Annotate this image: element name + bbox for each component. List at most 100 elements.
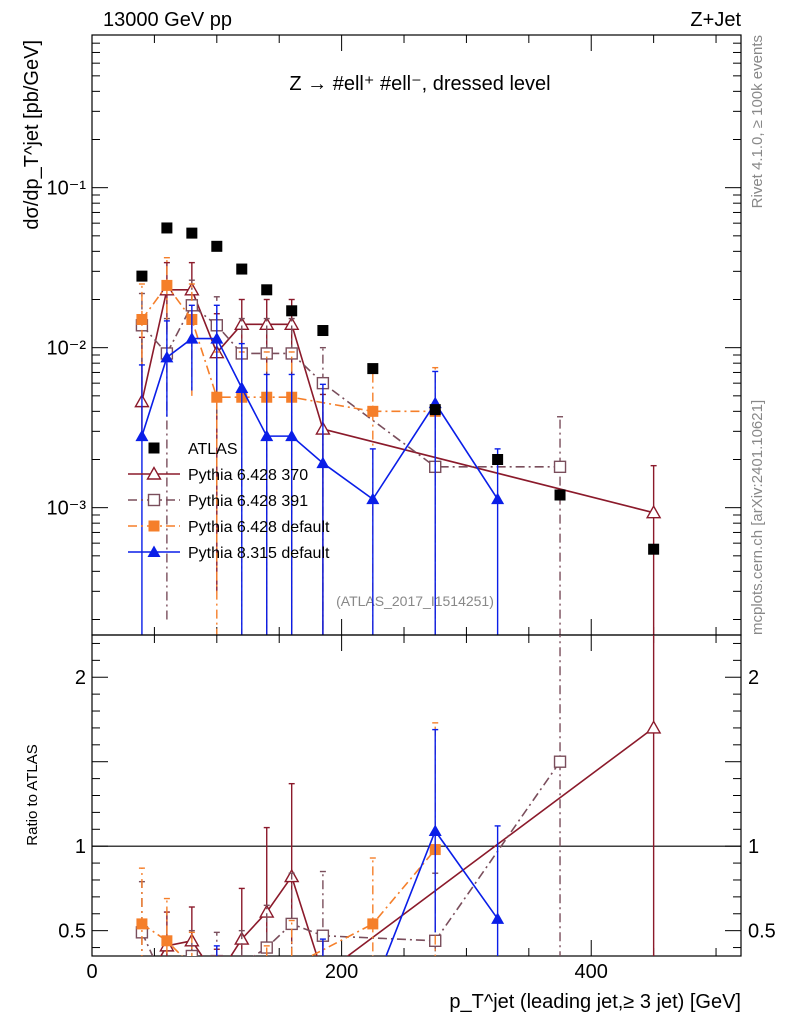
main-series [134, 222, 662, 635]
ratio-point [236, 983, 247, 994]
main-point [554, 489, 566, 501]
main-line [141, 304, 561, 468]
main-point [553, 460, 567, 474]
main-pythia-6-428-default [136, 257, 441, 635]
ratio-pythia-6-428-default [136, 722, 441, 1002]
ratio-point [186, 961, 197, 972]
ratio-y-tick-label-right: 1 [748, 836, 759, 858]
main-point [136, 313, 148, 325]
ratio-point [286, 961, 297, 972]
main-point [286, 305, 298, 317]
legend-item-pythia-6-428-391: Pythia 6.428 391 [128, 493, 308, 510]
main-point [235, 381, 249, 393]
ratio-point [316, 983, 329, 995]
ratio-frame [91, 634, 742, 957]
main-atlas [136, 222, 660, 555]
main-point [367, 363, 379, 375]
main-point [285, 347, 298, 360]
ratio-panel: 0.5 0.5 1 1 2 2 0 200 400 Ratio to ATLAS p_T^je… [24, 634, 776, 1013]
ratio-point [491, 912, 505, 924]
main-y-tick-label: 10⁻³ [47, 498, 87, 520]
x-tick-label: 0 [86, 961, 97, 983]
legend-item-pythia-6-428-370: Pythia 6.428 370 [128, 466, 308, 484]
x-axis-label: p_T^jet (leading jet,≥ 3 jet) [GeV] [449, 991, 741, 1013]
main-point [429, 404, 441, 416]
main-point [366, 492, 380, 505]
ratio-point [135, 992, 148, 1004]
ratio-point [366, 983, 379, 995]
main-point [645, 504, 662, 519]
ratio-y-tick-label: 0.5 [58, 921, 86, 943]
x-tick-label: 400 [575, 961, 608, 983]
ratio-point [211, 991, 222, 1002]
main-point [236, 263, 248, 275]
main-point [211, 391, 223, 403]
ratio-point [135, 982, 148, 994]
ratio-point [210, 965, 223, 977]
ratio-y-label: Ratio to ATLAS [24, 744, 41, 845]
legend-label: Pythia 8.315 default [188, 545, 330, 562]
legend-marker [147, 493, 161, 507]
ratio-y-tick-label: 2 [75, 667, 86, 689]
main-point [648, 543, 660, 555]
ratio-pythia-6-428-391 [135, 635, 567, 993]
ratio-y-tick-label-right: 2 [748, 667, 759, 689]
legend-item-pythia-8-315-default: Pythia 8.315 default [128, 545, 330, 562]
legend-item-pythia-6-428-default: Pythia 6.428 default [128, 519, 330, 536]
x-tick-label: 200 [325, 961, 358, 983]
ratio-x-axis: 0 200 400 [86, 635, 717, 983]
main-point [317, 325, 329, 337]
main-point [135, 429, 149, 442]
rivet-label: Rivet 4.1.0, ≥ 100k events [749, 35, 766, 208]
legend-item-atlas: ATLAS [148, 441, 238, 458]
analysis-label: (ATLAS_2017_I1514251) [336, 593, 494, 609]
legend-label: ATLAS [188, 441, 238, 458]
ratio-point [160, 982, 173, 994]
ratio-pythia-8-315-default [135, 728, 505, 1004]
legend-label: Pythia 6.428 391 [188, 493, 308, 510]
ratio-point [367, 918, 379, 930]
ratio-point [210, 971, 223, 983]
ratio-line [141, 761, 561, 956]
main-y-label: dσ/dp_T^jet [pb/GeV] [21, 40, 43, 230]
main-point [161, 279, 173, 291]
main-point [160, 350, 174, 363]
ratio-point [161, 982, 172, 993]
mcplots-label: mcplots.cern.ch [arXiv:2401.10621] [749, 400, 766, 635]
legend-label: Pythia 6.428 default [188, 519, 330, 536]
main-y-axis: 10⁻³ 10⁻² 10⁻¹ [47, 34, 741, 620]
ratio-point [210, 954, 224, 956]
legend: ATLAS Pythia 6.428 370 Pythia 6.428 391 Pyt… [128, 441, 330, 562]
legend-marker [146, 466, 162, 480]
energy-label: 13000 GeV pp [103, 9, 232, 31]
legend-label: Pythia 6.428 370 [188, 467, 308, 484]
main-point [260, 347, 273, 360]
main-point [161, 222, 173, 234]
main-title: Z → #ell⁺ #ell⁻, dressed level [289, 73, 550, 95]
process-label: Z+Jet [690, 9, 741, 31]
main-pythia-8-315-default [135, 304, 505, 635]
main-point [261, 284, 273, 296]
ratio-point [236, 959, 247, 970]
main-point [260, 429, 274, 442]
ratio-line [141, 849, 436, 956]
ratio-point [235, 978, 248, 990]
main-x-ticks [91, 35, 717, 635]
ratio-line [385, 829, 499, 956]
ratio-point [185, 971, 198, 983]
main-y-tick-label: 10⁻¹ [47, 178, 87, 200]
main-point [136, 270, 148, 282]
main-panel: 10⁻³ 10⁻² 10⁻¹ Z → #ell⁺ #ell⁻, dressed le… [21, 34, 742, 636]
main-point [491, 492, 505, 505]
main-point [186, 227, 198, 239]
main-point [210, 332, 224, 344]
ratio-point [261, 974, 272, 985]
main-point [211, 240, 223, 252]
ratio-y-axis: 0.5 0.5 1 1 2 2 [58, 642, 776, 949]
ratio-point [285, 982, 298, 994]
legend-marker [147, 545, 161, 557]
main-point [316, 456, 330, 469]
ratio-point [428, 824, 442, 836]
ratio-point [645, 719, 662, 734]
legend-marker [148, 520, 160, 532]
